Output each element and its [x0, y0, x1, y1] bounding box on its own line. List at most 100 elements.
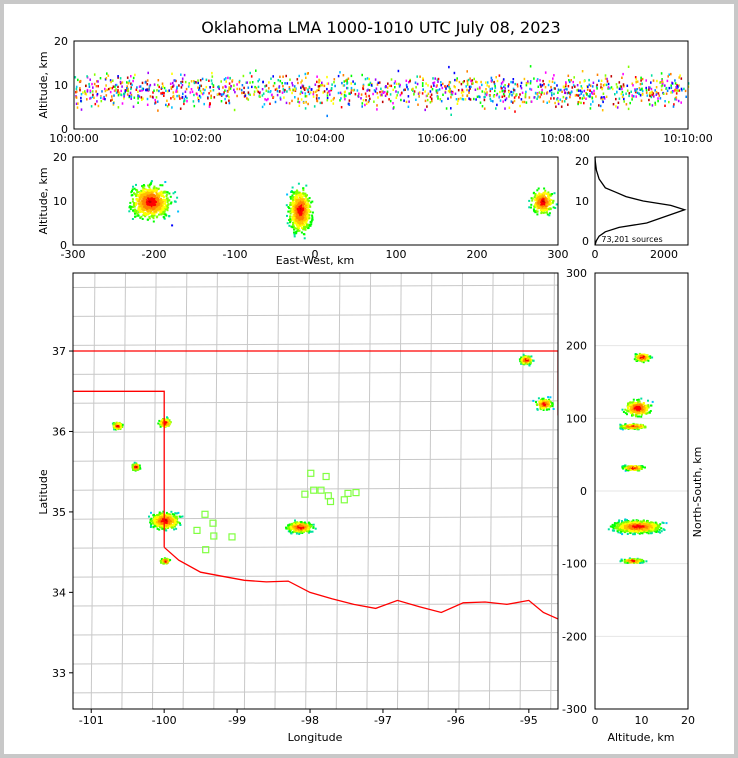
east-west-source [132, 206, 135, 208]
time-altitude-source [146, 79, 149, 82]
time-altitude-source [379, 90, 381, 94]
east-west-source [306, 226, 309, 229]
time-altitude-source [86, 88, 89, 92]
plan-view-source [159, 560, 162, 562]
time-altitude-source [244, 94, 247, 97]
county-line [73, 690, 558, 694]
time-altitude-source [225, 77, 227, 80]
time-altitude-source [467, 78, 470, 82]
figure-frame: Oklahoma LMA 1000-1010 UTC July 08, 2023… [4, 4, 734, 754]
time-altitude-source [247, 92, 250, 96]
time-altitude-source [496, 103, 498, 107]
plan-view-source [161, 525, 164, 528]
plan-view-source [302, 523, 305, 526]
east-west-source [153, 213, 156, 216]
east-west-source [302, 214, 305, 217]
time-altitude-source [291, 84, 294, 87]
time-altitude-source [304, 92, 307, 95]
county-line [519, 273, 525, 709]
time-altitude-source [181, 95, 184, 99]
time-altitude-source [257, 80, 259, 83]
east-west-source [541, 203, 544, 206]
time-altitude-source [457, 89, 460, 92]
east-west-source [154, 196, 157, 199]
east-west-source [129, 201, 132, 204]
time-altitude-source [589, 107, 592, 110]
time-altitude-source [602, 92, 605, 95]
time-altitude-source [339, 99, 341, 102]
east-west-source [293, 235, 296, 238]
time-altitude-source [394, 86, 396, 89]
east-west-source [535, 203, 538, 206]
time-altitude-source [148, 85, 151, 88]
east-west-source [296, 201, 298, 204]
time-altitude-source [397, 91, 399, 94]
time-altitude-source [570, 79, 572, 82]
east-west-source [297, 222, 300, 225]
time-altitude-source [381, 90, 383, 93]
time-altitude-source [573, 76, 575, 79]
plan-view-source [547, 396, 550, 399]
east-west-source [295, 232, 298, 235]
time-altitude-source [592, 81, 595, 84]
east-west-source [291, 194, 294, 197]
time-altitude-source [387, 82, 389, 85]
east-west-source [301, 199, 303, 202]
east-west-source [544, 199, 547, 202]
east-west-source [310, 201, 313, 204]
plan-view-source [150, 511, 152, 514]
east-west-source [140, 215, 143, 218]
time-altitude-source [407, 88, 409, 91]
time-altitude-source [677, 99, 680, 103]
east-west-source [131, 188, 134, 191]
east-west-source [142, 188, 145, 191]
east-west-source [149, 211, 152, 214]
time-altitude-source [564, 91, 566, 94]
time-altitude-source [500, 87, 503, 90]
time-altitude-source [319, 101, 322, 105]
plan-view-source [527, 361, 530, 364]
east-west-source [139, 207, 142, 210]
time-altitude-source [542, 79, 544, 83]
time-altitude-source [282, 75, 284, 78]
time-altitude-source [373, 89, 376, 92]
time-altitude-source [441, 86, 444, 90]
plan-view-source [151, 522, 154, 524]
time-altitude-source [640, 76, 642, 79]
east-west-source [544, 204, 547, 207]
plan-view-source [150, 524, 152, 527]
time-altitude-source [305, 76, 307, 79]
east-west-source [142, 197, 145, 200]
time-altitude-source [386, 90, 389, 93]
east-west-source [528, 199, 531, 202]
east-west-source [169, 202, 172, 205]
east-west-source [145, 201, 148, 204]
time-altitude-source [581, 70, 584, 73]
time-altitude-source [318, 97, 320, 100]
time-altitude-source [246, 81, 248, 84]
east-west-source [295, 199, 298, 202]
time-altitude-source [540, 85, 542, 88]
plan-view-source [546, 400, 549, 403]
plan-view-source [175, 519, 177, 522]
time-altitude-source [489, 97, 492, 101]
time-altitude-source [147, 71, 149, 75]
time-altitude-source [121, 102, 124, 105]
time-altitude-source [466, 83, 469, 86]
time-altitude-source [272, 75, 274, 78]
plan-view-source [149, 526, 152, 528]
chart-title: Oklahoma LMA 1000-1010 UTC July 08, 2023 [201, 18, 560, 37]
time-altitude-source [172, 94, 175, 98]
east-west-source [291, 218, 294, 221]
time-altitude-source [217, 85, 219, 89]
plan-view-source [157, 422, 160, 425]
time-altitude-source [627, 107, 630, 111]
time-altitude-source [405, 83, 408, 87]
time-altitude-source [303, 101, 305, 104]
time-altitude-source [160, 92, 162, 95]
time-altitude-source [466, 94, 468, 98]
time-altitude-source [205, 78, 208, 81]
time-altitude-source [368, 89, 371, 92]
time-altitude-source [120, 89, 122, 93]
east-west-source [150, 210, 153, 213]
